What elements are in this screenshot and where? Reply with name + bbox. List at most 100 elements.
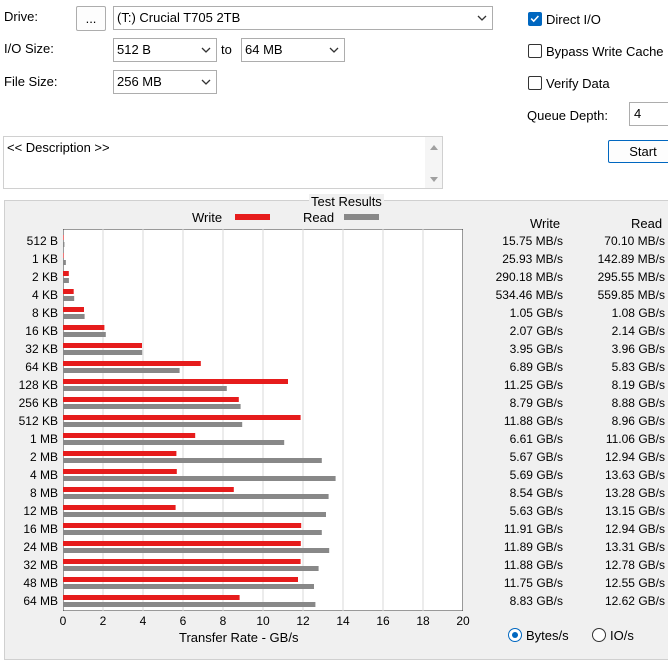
read-value: 12.55 GB/s [604, 576, 665, 590]
read-value: 559.85 MB/s [597, 288, 665, 302]
y-tick-label: 64 KB [25, 360, 58, 374]
description-scrollbar[interactable] [425, 137, 442, 188]
bytes-per-second-label[interactable]: Bytes/s [526, 628, 569, 643]
y-tick-label: 4 KB [31, 288, 58, 302]
read-value: 12.78 GB/s [604, 558, 665, 572]
io-per-second-label[interactable]: IO/s [610, 628, 634, 643]
write-value: 8.54 GB/s [509, 486, 563, 500]
write-bar [63, 343, 142, 348]
chevron-down-icon [201, 47, 211, 53]
drive-select-value: (T:) Crucial T705 2TB [117, 10, 241, 25]
write-bar [63, 307, 84, 312]
read-value: 8.19 GB/s [611, 378, 665, 392]
read-bar [63, 242, 65, 247]
drive-label: Drive: [4, 9, 38, 24]
write-bar [63, 271, 69, 276]
write-value: 1.05 GB/s [509, 306, 563, 320]
bypass-write-cache-label[interactable]: Bypass Write Cache [546, 44, 664, 59]
x-tick-label: 12 [296, 614, 310, 628]
read-bar [63, 440, 285, 445]
write-bar [63, 559, 301, 564]
y-tick-label: 2 KB [31, 270, 58, 284]
write-bar [63, 577, 298, 582]
read-bar [63, 422, 243, 427]
y-tick-label: 8 KB [31, 306, 58, 320]
read-value: 13.31 GB/s [604, 540, 665, 554]
x-tick-label: 0 [59, 614, 67, 628]
x-tick-label: 16 [376, 614, 390, 628]
y-tick-label: 32 MB [23, 558, 58, 572]
read-bar [63, 548, 330, 553]
io-size-to-label: to [221, 42, 232, 57]
read-value: 13.28 GB/s [604, 486, 665, 500]
browse-drive-button[interactable]: ... [76, 6, 106, 31]
direct-io-label[interactable]: Direct I/O [546, 12, 601, 27]
write-value: 5.69 GB/s [509, 468, 563, 482]
x-tick-label: 18 [416, 614, 430, 628]
x-tick-label: 8 [219, 614, 227, 628]
y-tick-label: 48 MB [23, 576, 58, 590]
direct-io-checkbox[interactable] [528, 12, 542, 26]
legend-read-swatch [344, 214, 379, 220]
write-value: 290.18 MB/s [495, 270, 563, 284]
io-per-second-radio[interactable] [592, 628, 606, 642]
y-tick-label: 64 MB [23, 594, 58, 608]
read-bar [63, 458, 322, 463]
write-bar [63, 433, 196, 438]
bypass-write-cache-checkbox[interactable] [528, 44, 542, 58]
io-size-from-select[interactable]: 512 B [113, 38, 217, 62]
transfer-rate-chart [63, 229, 463, 611]
description-textarea[interactable]: << Description >> [3, 136, 443, 189]
scroll-up-icon[interactable] [429, 143, 439, 153]
write-bar [63, 595, 240, 600]
write-bar [63, 325, 105, 330]
io-size-to-select[interactable]: 64 MB [241, 38, 345, 62]
read-value: 5.83 GB/s [611, 360, 665, 374]
read-bar [63, 368, 180, 373]
read-value: 295.55 MB/s [597, 270, 665, 284]
write-bar [63, 253, 64, 258]
chevron-down-icon [201, 79, 211, 85]
read-bar [63, 332, 106, 337]
write-bar [63, 541, 301, 546]
read-bar [63, 602, 316, 607]
read-value: 12.94 GB/s [604, 522, 665, 536]
verify-data-label[interactable]: Verify Data [546, 76, 610, 91]
read-bar [63, 314, 85, 319]
queue-depth-input[interactable]: 4 [629, 102, 668, 126]
start-button[interactable]: Start [608, 140, 668, 163]
y-tick-label: 24 MB [23, 540, 58, 554]
read-value: 70.10 MB/s [604, 234, 665, 248]
read-bar [63, 296, 75, 301]
io-size-from-value: 512 B [117, 42, 151, 57]
read-bar [63, 476, 336, 481]
file-size-value: 256 MB [117, 74, 162, 89]
read-value: 3.96 GB/s [611, 342, 665, 356]
read-column-header: Read [631, 216, 663, 231]
drive-select[interactable]: (T:) Crucial T705 2TB [113, 6, 493, 30]
io-size-to-value: 64 MB [245, 42, 283, 57]
y-tick-label: 8 MB [29, 486, 58, 500]
x-axis-labels: 0 2 4 6 8 10 12 14 16 18 20 [60, 614, 470, 630]
write-value: 8.83 GB/s [509, 594, 563, 608]
read-bar [63, 278, 69, 283]
write-bar [63, 451, 177, 456]
write-value: 6.89 GB/s [509, 360, 563, 374]
x-tick-label: 2 [99, 614, 107, 628]
verify-data-checkbox[interactable] [528, 76, 542, 90]
write-value: 25.93 MB/s [502, 252, 563, 266]
write-value: 534.46 MB/s [495, 288, 563, 302]
write-bar [63, 289, 74, 294]
write-value: 3.95 GB/s [509, 342, 563, 356]
file-size-select[interactable]: 256 MB [113, 70, 217, 94]
y-tick-label: 2 MB [29, 450, 58, 464]
y-tick-label: 4 MB [29, 468, 58, 482]
bytes-per-second-radio[interactable] [508, 628, 522, 642]
legend-write-swatch [235, 214, 270, 220]
results-table: 15.75 MB/s 70.10 MB/s 25.93 MB/s 142.89 MB/… [470, 229, 668, 611]
write-bar [63, 523, 302, 528]
scroll-down-icon[interactable] [429, 174, 439, 184]
write-value: 11.88 GB/s [503, 414, 563, 428]
x-tick-label: 6 [179, 614, 187, 628]
write-bar [63, 487, 234, 492]
